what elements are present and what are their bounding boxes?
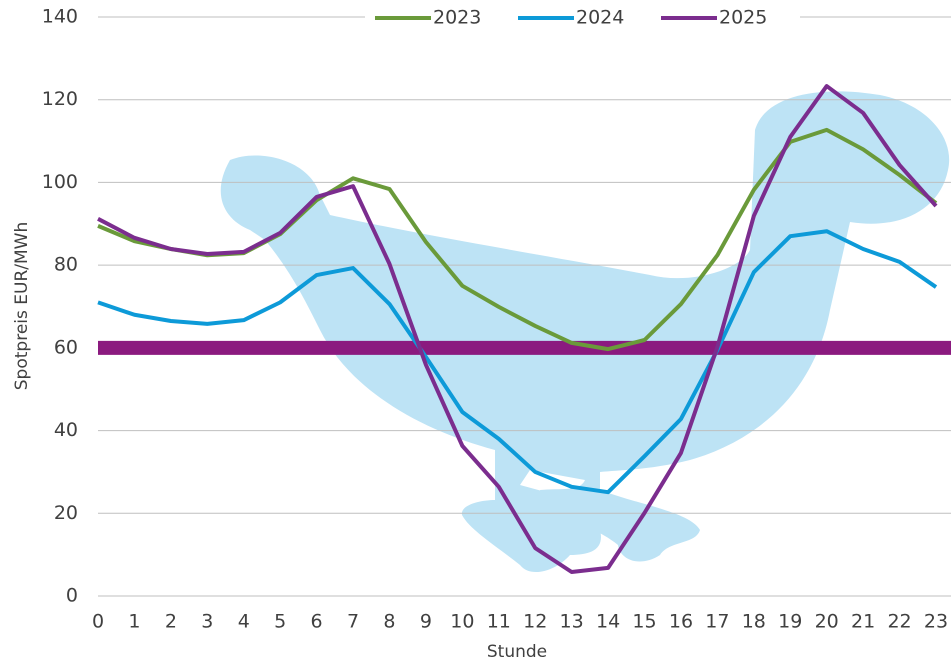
y-tick-label: 140 xyxy=(42,6,78,28)
legend-label: 2023 xyxy=(433,7,481,29)
x-tick-label: 14 xyxy=(596,611,620,633)
series-line xyxy=(97,229,938,495)
x-tick-label: 20 xyxy=(815,611,839,633)
x-tick-label: 9 xyxy=(420,611,432,633)
x-tick-label: 8 xyxy=(383,611,395,633)
legend-label: 2025 xyxy=(719,7,767,29)
x-tick-label: 3 xyxy=(201,611,213,633)
y-tick-label: 120 xyxy=(42,88,78,110)
y-tick-label: 100 xyxy=(42,171,78,193)
x-tick-label: 11 xyxy=(487,611,511,633)
x-tick-label: 23 xyxy=(924,611,948,633)
legend-label: 2024 xyxy=(576,7,624,29)
y-tick-label: 20 xyxy=(54,502,78,524)
y-tick-label: 80 xyxy=(54,254,78,276)
x-tick-label: 5 xyxy=(274,611,286,633)
y-tick-label: 0 xyxy=(66,585,78,607)
x-tick-label: 0 xyxy=(92,611,104,633)
series-line xyxy=(97,84,938,575)
x-tick-label: 19 xyxy=(778,611,802,633)
x-tick-label: 21 xyxy=(851,611,875,633)
legend-background xyxy=(365,2,800,32)
x-tick-label: 6 xyxy=(311,611,323,633)
x-axis-title: Stunde xyxy=(487,642,547,662)
duck-silhouette xyxy=(220,91,950,573)
y-axis-title: Spotpreis EUR/MWh xyxy=(12,222,32,390)
x-tick-label: 15 xyxy=(632,611,656,633)
x-tick-label: 18 xyxy=(742,611,766,633)
x-tick-label: 2 xyxy=(165,611,177,633)
x-tick-label: 1 xyxy=(128,611,140,633)
x-tick-label: 10 xyxy=(450,611,474,633)
y-tick-label: 40 xyxy=(54,419,78,441)
x-tick-label: 22 xyxy=(887,611,911,633)
x-tick-label: 12 xyxy=(523,611,547,633)
legend: 2023 2024 2025 xyxy=(365,2,800,32)
x-tick-label: 7 xyxy=(347,611,359,633)
x-tick-label: 13 xyxy=(560,611,584,633)
x-tick-label: 17 xyxy=(705,611,729,633)
x-tick-label: 16 xyxy=(669,611,693,633)
x-tick-label: 4 xyxy=(238,611,250,633)
y-tick-label: 60 xyxy=(54,336,78,358)
